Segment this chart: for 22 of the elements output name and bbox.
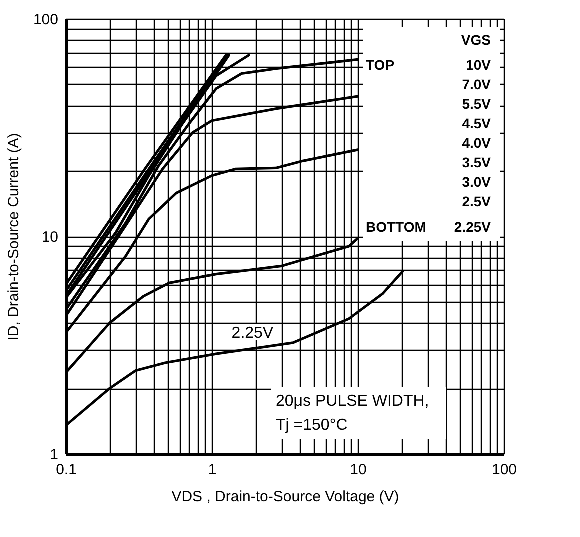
y-axis-title: ID, Drain-to-Source Current (A) <box>5 133 22 341</box>
annotation: 3.0V <box>462 174 492 190</box>
x-tick-label: 100 <box>492 462 518 478</box>
x-axis-title: VDS , Drain-to-Source Voltage (V) <box>172 488 400 506</box>
annotation: 20μs PULSE WIDTH, Tj =150°C <box>276 393 430 434</box>
x-tick-label: 0.1 <box>56 462 77 478</box>
annotation: BOTTOM <box>366 219 426 235</box>
annotation: VGS <box>461 32 491 48</box>
y-tick-label: 1 <box>50 446 58 464</box>
annotation: 4.5V <box>462 116 492 132</box>
x-tick-label: 10 <box>350 462 367 478</box>
annotation: TOP <box>366 57 395 73</box>
annotation: 2.5V <box>462 194 492 210</box>
annotation: 7.0V <box>462 76 492 92</box>
y-tick-label: 10 <box>42 229 58 246</box>
annotation: 10V <box>466 57 492 73</box>
y-tick-label: 100 <box>33 12 58 28</box>
annotation: 5.5V <box>462 96 492 112</box>
annotation: 3.5V <box>462 154 492 170</box>
annotation: 2.25V <box>454 219 492 235</box>
x-tick-label: 1 <box>208 462 217 478</box>
annotation: 4.0V <box>462 135 492 151</box>
